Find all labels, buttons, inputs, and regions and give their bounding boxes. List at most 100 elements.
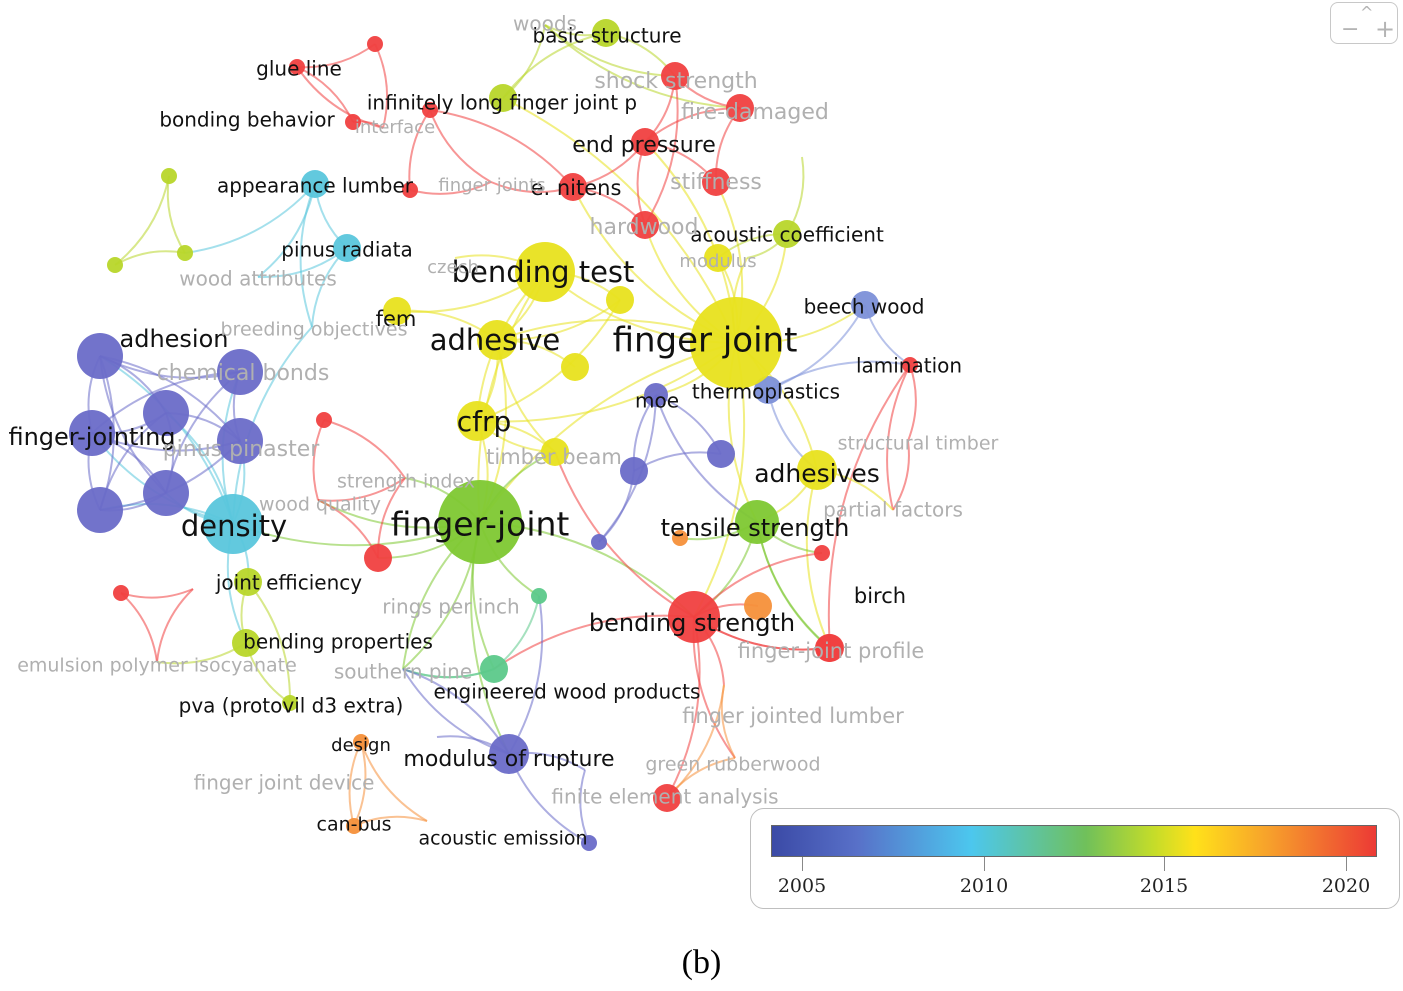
node-anon-red2[interactable] bbox=[402, 182, 418, 198]
node-pinus-pinaster[interactable] bbox=[217, 418, 263, 464]
node-anon-pur4[interactable] bbox=[591, 534, 607, 550]
node-e-nitens[interactable] bbox=[559, 173, 587, 201]
node-tensile-strength[interactable] bbox=[735, 500, 779, 544]
node-anon-tri3[interactable] bbox=[107, 257, 123, 273]
node-finite-element[interactable] bbox=[653, 784, 681, 812]
node-pinus-radiata[interactable] bbox=[333, 234, 361, 262]
network-edge bbox=[493, 614, 695, 670]
network-edge bbox=[156, 588, 194, 663]
node-lamination[interactable] bbox=[902, 357, 918, 373]
node-bending-properties[interactable] bbox=[232, 629, 260, 657]
node-label-woods: woods bbox=[513, 12, 577, 36]
node-stiffness[interactable] bbox=[702, 168, 730, 196]
node-thermoplastics[interactable] bbox=[754, 376, 782, 404]
network-edge bbox=[360, 741, 428, 822]
node-label-chemical-bonds: chemical bonds bbox=[157, 361, 330, 386]
node-anon-yg[interactable] bbox=[489, 84, 517, 112]
node-joint-efficiency[interactable] bbox=[234, 568, 262, 596]
network-edge bbox=[408, 109, 431, 191]
node-modulus-of-rupture[interactable] bbox=[489, 734, 529, 774]
network-edge bbox=[892, 440, 910, 511]
node-label-finger-joint-profile: finger-joint profile bbox=[738, 639, 925, 663]
node-infinitely-long[interactable] bbox=[422, 102, 438, 118]
node-anon-y3[interactable] bbox=[704, 244, 732, 272]
node-adhesive[interactable] bbox=[477, 320, 517, 360]
node-anon-or2[interactable] bbox=[672, 530, 688, 546]
node-label-fire-damaged: fire-damaged bbox=[681, 100, 829, 125]
node-label-birch: birch bbox=[854, 584, 906, 608]
node-design[interactable] bbox=[353, 734, 369, 750]
network-edge bbox=[114, 175, 170, 266]
network-labels: finger joint finger-joint bending test adhe… bbox=[8, 12, 998, 850]
node-label-finger-joint-dash: finger-joint bbox=[391, 505, 570, 544]
node-finger-jointing[interactable] bbox=[69, 410, 115, 456]
node-anon-red6[interactable] bbox=[814, 545, 830, 561]
node-acoustic-coefficient[interactable] bbox=[773, 220, 801, 248]
node-label-beech-wood: beech wood bbox=[804, 295, 925, 319]
node-adhesion[interactable] bbox=[77, 333, 123, 379]
node-appearance-lumber[interactable] bbox=[301, 170, 329, 198]
node-label-moe: moe bbox=[635, 389, 679, 413]
node-label-wood-attributes: wood attributes bbox=[179, 267, 337, 291]
node-label-finite-element: finite element analysis bbox=[551, 785, 778, 809]
network-edge bbox=[296, 66, 384, 129]
node-finger-joint-profile[interactable] bbox=[815, 634, 843, 662]
node-moe[interactable] bbox=[644, 383, 668, 407]
node-label-finger-jointed-lumber: finger jointed lumber bbox=[682, 704, 904, 728]
node-anon-teal[interactable] bbox=[531, 588, 547, 604]
node-label-wood-quality: wood quality bbox=[259, 494, 381, 516]
node-shock-strength[interactable] bbox=[661, 62, 689, 90]
node-anon-pur1[interactable] bbox=[143, 390, 189, 436]
node-pva[interactable] bbox=[282, 695, 298, 711]
node-bending-strength[interactable] bbox=[668, 591, 720, 643]
node-anon-moe3[interactable] bbox=[620, 457, 648, 485]
node-anon-y2[interactable] bbox=[561, 353, 589, 381]
node-label-lamination: lamination bbox=[856, 354, 962, 378]
node-beech-wood[interactable] bbox=[851, 291, 879, 319]
node-finger-joint-dash[interactable] bbox=[438, 480, 522, 564]
node-basic-structure[interactable] bbox=[592, 19, 620, 47]
node-anon-pur2[interactable] bbox=[143, 470, 189, 516]
node-anon-tri2[interactable] bbox=[177, 245, 193, 261]
node-density[interactable] bbox=[203, 494, 263, 554]
node-cfrp[interactable] bbox=[457, 401, 497, 441]
node-anon-red4[interactable] bbox=[113, 585, 129, 601]
node-anon-moe2[interactable] bbox=[707, 440, 735, 468]
node-anon-or1[interactable] bbox=[744, 592, 772, 620]
node-chemical-bonds[interactable] bbox=[217, 349, 263, 395]
node-anon-red1[interactable] bbox=[367, 36, 383, 52]
node-label-modulus-of-rupture: modulus of rupture bbox=[403, 747, 614, 772]
node-label-strength-index: strength index bbox=[337, 471, 475, 493]
node-anon-tri1[interactable] bbox=[161, 168, 177, 184]
node-anon-y1[interactable] bbox=[606, 286, 634, 314]
node-bonding-behavior[interactable] bbox=[345, 114, 361, 130]
node-fire-damaged[interactable] bbox=[726, 94, 754, 122]
node-label-can-bus: can-bus bbox=[317, 814, 392, 836]
zoom-out-icon[interactable]: − bbox=[1341, 17, 1360, 42]
node-bending-test[interactable] bbox=[515, 242, 575, 302]
node-finger-joint[interactable] bbox=[690, 297, 782, 389]
node-label-structural-timber: structural timber bbox=[838, 433, 999, 455]
node-anon-y4[interactable] bbox=[541, 438, 569, 466]
node-anon-red3[interactable] bbox=[316, 412, 332, 428]
node-anon-pur3[interactable] bbox=[77, 487, 123, 533]
node-adhesives[interactable] bbox=[797, 450, 837, 490]
zoom-in-icon[interactable]: + bbox=[1375, 15, 1396, 43]
node-glue-line[interactable] bbox=[289, 59, 305, 75]
zoom-control[interactable]: ^ − + bbox=[1330, 2, 1398, 44]
node-label-acoustic-emission: acoustic emission bbox=[418, 828, 587, 850]
network-edge bbox=[479, 342, 737, 523]
node-label-stiffness: stiffness bbox=[670, 170, 762, 195]
node-acoustic-emission[interactable] bbox=[581, 835, 597, 851]
node-hardwood[interactable] bbox=[631, 211, 659, 239]
node-end-pressure[interactable] bbox=[631, 128, 659, 156]
node-label-timber-beam: timber beam bbox=[486, 445, 622, 469]
node-fem[interactable] bbox=[383, 297, 411, 325]
legend-tick bbox=[1346, 857, 1347, 871]
network-edge bbox=[476, 299, 621, 422]
chevron-up-icon[interactable]: ^ bbox=[1360, 3, 1374, 22]
node-engineered-wood[interactable] bbox=[480, 655, 508, 683]
node-can-bus[interactable] bbox=[346, 818, 362, 834]
node-anon-red5[interactable] bbox=[364, 544, 392, 572]
